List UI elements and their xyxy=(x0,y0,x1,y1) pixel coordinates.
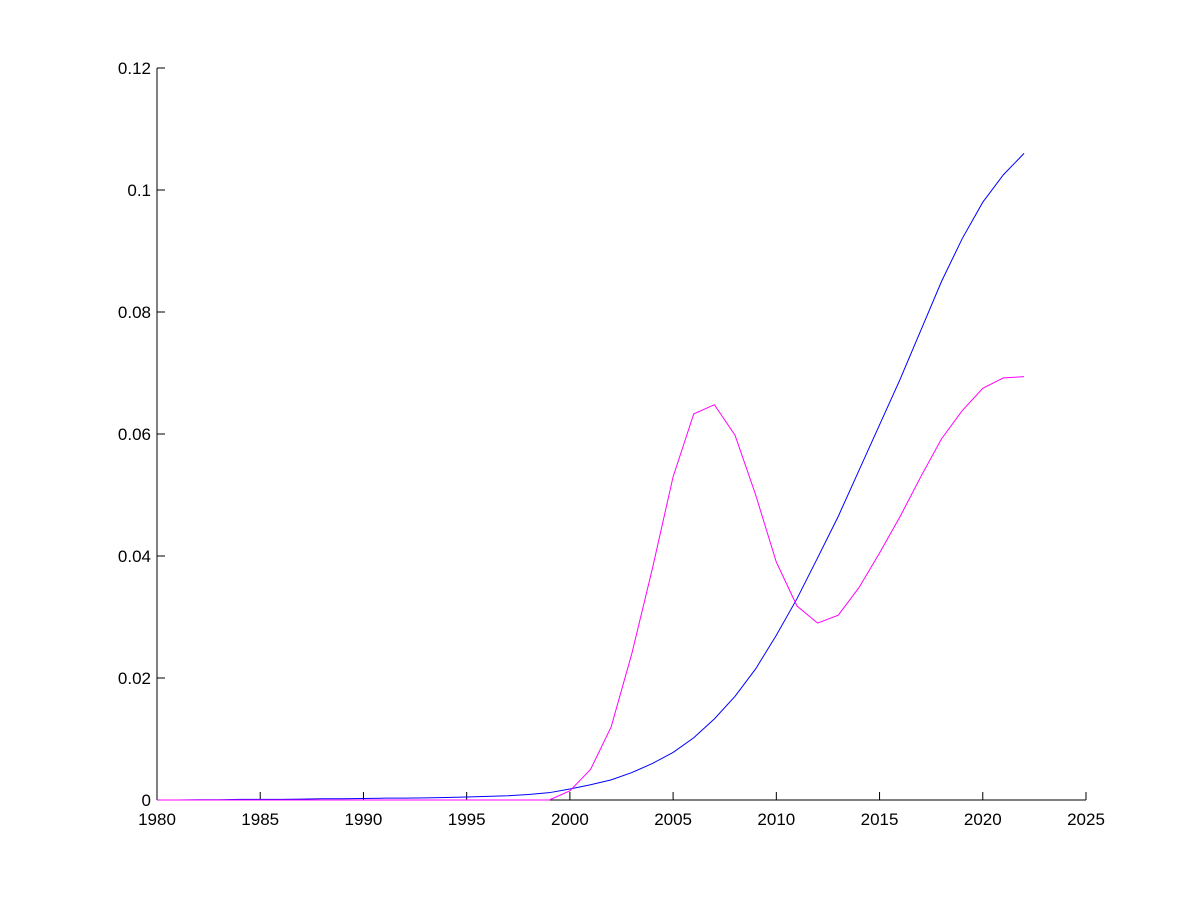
y-tick-label: 0.04 xyxy=(118,547,151,566)
line-series xyxy=(157,376,1025,801)
x-tick-label: 2015 xyxy=(861,810,899,829)
line-series xyxy=(157,153,1025,801)
x-tick-label: 2000 xyxy=(551,810,589,829)
x-tick-label: 2020 xyxy=(964,810,1002,829)
y-tick-label: 0.02 xyxy=(118,669,151,688)
y-tick-label: 0 xyxy=(142,791,151,810)
x-tick-label: 2025 xyxy=(1067,810,1105,829)
x-tick-label: 1980 xyxy=(138,810,176,829)
x-tick-label: 2005 xyxy=(654,810,692,829)
x-tick-label: 1995 xyxy=(448,810,486,829)
y-tick-label: 0.06 xyxy=(118,425,151,444)
y-tick-label: 0.1 xyxy=(127,181,151,200)
x-tick-label: 2010 xyxy=(757,810,795,829)
x-tick-label: 1985 xyxy=(241,810,279,829)
x-tick-label: 1990 xyxy=(345,810,383,829)
y-tick-label: 0.12 xyxy=(118,59,151,78)
y-tick-label: 0.08 xyxy=(118,303,151,322)
